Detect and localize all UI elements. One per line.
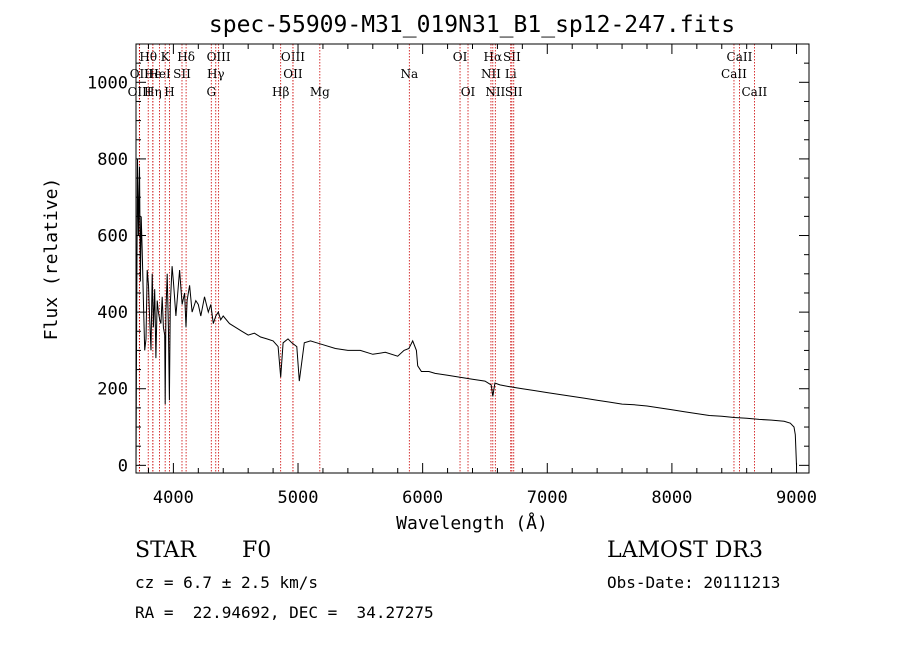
obs-date: Obs-Date: 20111213 — [607, 573, 781, 592]
line-marker-label-16: Mg — [310, 85, 330, 99]
line-marker-label-12: G — [206, 85, 216, 99]
line-marker-label-4: Hη — [144, 85, 162, 99]
line-marker-label-28: CaII — [741, 85, 767, 99]
line-marker-label-11: Hγ — [207, 67, 225, 81]
line-marker-label-17: Na — [400, 67, 418, 81]
line-marker-label-18: OI — [453, 50, 468, 64]
line-marker-label-10: OIII — [207, 50, 231, 64]
line-marker-label-25: SII — [505, 85, 523, 99]
y-tick-label-2: 400 — [97, 303, 128, 323]
x-tick-label-4: 8000 — [651, 488, 692, 508]
line-marker-label-23: Li — [505, 67, 517, 81]
y-tick-label-0: 0 — [118, 456, 128, 476]
line-marker-label-14: OII — [283, 67, 303, 81]
y-tick-label-4: 800 — [97, 150, 128, 170]
line-marker-label-19: OI — [461, 85, 476, 99]
line-marker-label-24: NII — [485, 85, 505, 99]
y-axis: 0 200 400 600 800 1000 — [87, 43, 809, 476]
redshift-text: cz = 6.7 ± 2.5 km/s — [135, 573, 319, 592]
chart-title: spec-55909-M31_019N31_B1_sp12-247.fits — [209, 12, 735, 38]
series-line-spectrum — [135, 158, 797, 470]
line-marker-label-1: OIII — [128, 85, 152, 99]
coordinates: RA = 22.94692, DEC = 34.27275 — [135, 603, 434, 622]
x-tick-label-2: 6000 — [402, 488, 443, 508]
line-marker-label-15: Hβ — [272, 85, 289, 99]
line-marker-label-5: K — [161, 50, 171, 64]
line-marker-label-20: Hα — [484, 50, 503, 64]
y-tick-label-1: 200 — [97, 380, 128, 400]
plot-frame — [135, 43, 810, 474]
line-marker-label-21: SII — [503, 50, 521, 64]
line-marker-label-2: Hθ — [139, 50, 157, 64]
x-tick-label-1: 5000 — [278, 488, 319, 508]
x-tick-label-5: 9000 — [776, 488, 817, 508]
line-marker-label-8: SII — [173, 67, 191, 81]
y-tick-label-3: 600 — [97, 227, 128, 247]
line-marker-label-26: CaII — [727, 50, 753, 64]
y-axis-label: Flux (relative) — [41, 178, 62, 341]
x-tick-label-0: 4000 — [153, 488, 194, 508]
x-tick-label-3: 7000 — [527, 488, 568, 508]
line-marker-label-27: CaII — [721, 67, 747, 81]
object-class: STAR — [135, 538, 196, 563]
survey-name: LAMOST DR3 — [607, 538, 763, 563]
y-tick-label-5: 1000 — [87, 73, 128, 93]
line-marker-label-7: H — [164, 85, 174, 99]
line-marker-label-6: HeI — [148, 67, 171, 81]
x-axis-label: Wavelength (Å) — [396, 512, 548, 534]
object-subclass: F0 — [242, 538, 272, 563]
x-axis: 4000 5000 6000 7000 8000 9000 — [147, 44, 817, 508]
line-marker-label-9: Hδ — [177, 50, 195, 64]
line-marker-label-22: NII — [481, 67, 501, 81]
series-group — [135, 158, 797, 470]
